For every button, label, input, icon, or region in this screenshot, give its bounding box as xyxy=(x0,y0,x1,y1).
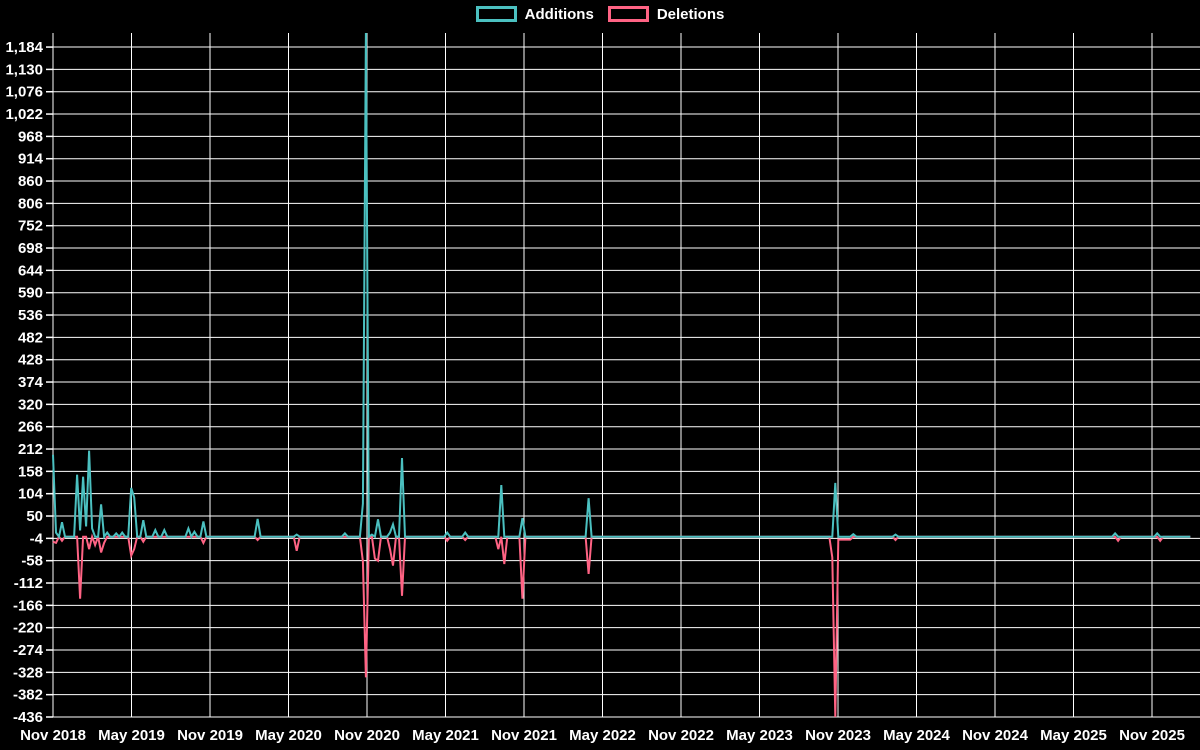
x-tick-label: Nov 2025 xyxy=(1119,727,1185,744)
x-tick-label: May 2020 xyxy=(255,727,322,744)
y-tick-label: -58 xyxy=(21,553,43,570)
y-tick-label: -220 xyxy=(13,620,43,637)
y-tick-label: 266 xyxy=(18,419,43,436)
y-tick-label: 968 xyxy=(18,128,43,145)
deletions-line xyxy=(52,532,1191,718)
y-tick-label: 374 xyxy=(18,374,44,391)
legend-item-additions[interactable]: Additions xyxy=(475,5,594,23)
x-tick-label: Nov 2022 xyxy=(648,727,714,744)
x-tick-label: May 2024 xyxy=(883,727,950,744)
y-tick-label: 1,022 xyxy=(5,106,43,123)
x-tick-label: Nov 2024 xyxy=(962,727,1029,744)
x-tick-label: May 2022 xyxy=(569,727,636,744)
additions-line xyxy=(52,32,1191,540)
y-tick-label: 698 xyxy=(18,240,43,257)
x-tick-label: Nov 2019 xyxy=(177,727,243,744)
additions-legend-label: Additions xyxy=(524,5,594,23)
y-tick-label: 536 xyxy=(18,307,43,324)
y-tick-label: 158 xyxy=(18,463,43,480)
y-tick-label: -328 xyxy=(13,664,43,681)
y-tick-label: -274 xyxy=(13,642,44,659)
y-tick-label: -112 xyxy=(14,575,43,592)
y-tick-label: 1,184 xyxy=(5,39,43,56)
x-tick-label: May 2021 xyxy=(412,727,479,744)
x-tick-label: May 2019 xyxy=(98,727,165,744)
deletions-legend-label: Deletions xyxy=(656,5,725,23)
chart-legend: Additions Deletions xyxy=(0,6,1200,22)
y-tick-label: 860 xyxy=(18,173,43,190)
y-tick-label: 482 xyxy=(18,329,43,346)
y-tick-label: 212 xyxy=(18,441,43,458)
y-tick-label: 1,130 xyxy=(5,61,43,78)
x-tick-label: Nov 2021 xyxy=(491,727,557,744)
y-tick-label: 50 xyxy=(26,508,43,525)
y-tick-label: 320 xyxy=(18,396,43,413)
x-tick-label: Nov 2023 xyxy=(805,727,871,744)
x-tick-label: May 2025 xyxy=(1040,727,1107,744)
additions-legend-swatch xyxy=(475,6,517,22)
x-tick-label: May 2023 xyxy=(726,727,793,744)
x-tick-label: Nov 2020 xyxy=(334,727,400,744)
y-tick-label: -4 xyxy=(30,530,44,547)
deletions-legend-swatch xyxy=(607,6,649,22)
y-tick-label: -436 xyxy=(13,709,43,726)
y-tick-label: 104 xyxy=(18,486,44,503)
y-tick-label: 914 xyxy=(18,151,44,168)
y-tick-label: 1,076 xyxy=(5,84,43,101)
y-tick-label: -382 xyxy=(13,687,43,704)
y-tick-label: 590 xyxy=(18,285,43,302)
y-tick-label: 752 xyxy=(18,218,43,235)
y-tick-label: -166 xyxy=(13,597,43,614)
y-tick-label: 428 xyxy=(18,352,43,369)
x-tick-label: Nov 2018 xyxy=(20,727,86,744)
legend-item-deletions[interactable]: Deletions xyxy=(607,5,725,23)
y-tick-label: 644 xyxy=(18,262,44,279)
y-tick-label: 806 xyxy=(18,195,43,212)
